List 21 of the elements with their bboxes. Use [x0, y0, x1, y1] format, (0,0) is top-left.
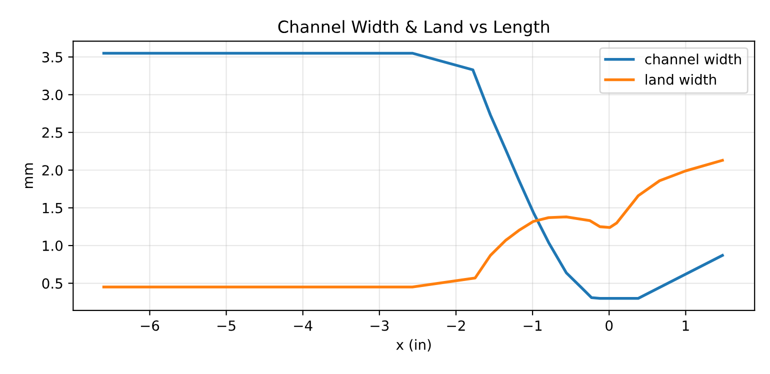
x-tick-label: −1: [524, 320, 542, 331]
x-tick-label: −2: [447, 320, 465, 331]
x-tick-label: −6: [140, 320, 160, 331]
x-tick-label: 0: [606, 320, 613, 331]
x-tick-label: 1: [682, 320, 689, 331]
x-tick-label: −5: [218, 320, 236, 331]
x-axis-title: x (in): [396, 339, 431, 352]
line-series: [102, 158, 724, 288]
x-tick-label: −3: [370, 320, 389, 331]
y-tick-label: 1.5: [42, 202, 62, 214]
y-tick-label: 0.5: [42, 278, 62, 289]
chart-title: Channel Width & Land vs Length: [278, 20, 549, 36]
legend-label: land width: [646, 74, 716, 85]
legend-label: channel width: [645, 54, 741, 64]
x-tick-label: −4: [294, 320, 312, 331]
y-tick-label: 3.5: [42, 52, 62, 62]
y-axis-title: mm: [25, 163, 33, 188]
y-tick-label: 3.0: [42, 90, 63, 100]
y-tick-label: 2.5: [42, 127, 62, 138]
y-tick-label: 2.0: [42, 165, 63, 176]
y-tick-label: 1.0: [42, 240, 63, 252]
